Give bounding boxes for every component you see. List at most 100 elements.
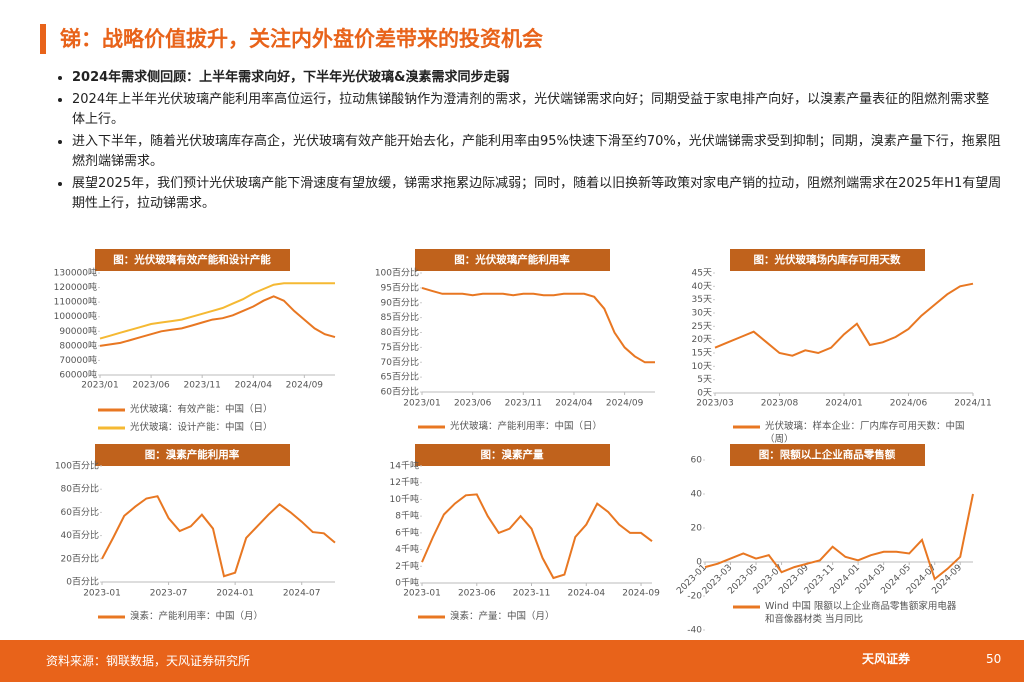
chart: 图：限额以上企业商品零售额-40-2002040602023-012023-03… [675,444,974,636]
legend-box: 溴素：产量：中国（月） [450,611,555,622]
y-tick-label: 6千吨 [395,526,419,538]
x-tick-label: 2023/08 [761,399,799,409]
chart-title: 图：限额以上企业商品零售额 [759,448,896,461]
x-tick-label: 2023-07 [150,589,188,599]
y-tick-label: 100百分比 [55,460,99,472]
y-tick-label: 90百分比 [381,296,419,308]
y-tick-label: 60百分比 [381,386,419,398]
line-series [99,282,335,340]
legend-label: 光伏玻璃：产能利用率：中国（日） [450,421,603,432]
y-tick-label: 65百分比 [381,371,419,383]
y-tick-label: 30天 [692,309,712,319]
y-tick-label: 5天 [697,375,712,385]
legend-box: 溴素：产能利用率：中国（月） [130,611,264,622]
chart-title-box [95,249,290,271]
chart: 图：光伏玻璃产能利用率 60百分比 65百分比 70百分比 75百分比 80百分比 85百分… [375,249,655,432]
chart-title: 图：光伏玻璃产能利用率 [454,253,570,266]
x-tick-label: 2023/03 [696,399,733,409]
y-tick-label: 60000吨 [59,369,97,381]
chart: 图：光伏玻璃有效产能和设计产能 60000吨 70000吨 80000吨 90000吨 1… [54,249,336,433]
x-tick-label: 2023/11 [505,399,542,409]
y-tick-label: 120000吨 [54,281,97,293]
chart: 图：溴素产能利用率 0百分比 20百分比 40百分比 60百分比 80百分比 100百分比 2… [55,444,336,622]
y-tick-label: 15天 [692,349,712,359]
y-tick-label: 40天 [692,282,712,292]
y-tick-label: 8千吨 [395,510,419,522]
x-tick-label: 2024-09 [622,589,660,599]
legend-label: 溴素：产能利用率：中国（月） [130,611,264,622]
slide-title: 锑：战略价值拔升，关注内外盘价差带来的投资机会 [60,27,543,51]
y-tick-label: 70百分比 [381,356,419,368]
line-series [421,493,653,580]
y-tick-label: 85百分比 [381,311,419,323]
title-bar [40,24,46,54]
logo: 天风证券 [862,652,911,666]
legend-box: Wind 中国 限额以上企业商品零售额家用电器和音像器材类 当月同比 [765,601,956,625]
y-tick-label: 60百分比 [61,506,99,518]
x-tick-label: 2023/11 [183,381,220,391]
bullet: 展望2025年，我们预计光伏玻璃产能下滑速度有望放缓，锑需求拖累边际减弱；同时，… [72,174,1002,214]
bullet-list: 2024年需求侧回顾：上半年需求向好，下半年光伏玻璃&溴素需求同步走弱 2024… [50,68,1002,216]
x-tick-label: 2024-01 [216,589,254,599]
x-tick-label: 2023/06 [454,399,492,409]
y-tick-label: 10天 [692,362,712,372]
y-tick-label: 60 [691,456,703,466]
x-tick-label: 2024/11 [954,399,991,409]
x-tick-label: 2024/04 [235,381,273,391]
bullet: 2024年需求侧回顾：上半年需求向好，下半年光伏玻璃&溴素需求同步走弱 [72,68,1002,88]
y-tick-label: 80百分比 [381,326,419,338]
legend-label: 光伏玻璃：样本企业：厂内库存可用天数：中国（周） [765,421,965,445]
page-number: 50 [986,652,1002,666]
legend-box: 光伏玻璃：设计产能：中国（日） [130,422,273,433]
chart-title-box [730,444,925,466]
x-tick-label: 2023-01 [403,589,441,599]
chart-title: 图：光伏玻璃场内库存可用天数 [754,253,901,266]
chart-title: 图：溴素产能利用率 [145,448,240,461]
legend-label: 溴素：产量：中国（月） [450,611,555,622]
line-series [714,282,974,357]
y-tick-label: 10千吨 [390,493,419,505]
bullet: 2024年上半年光伏玻璃产能利用率高位运行，拉动焦锑酸钠作为澄清剂的需求，光伏端… [72,90,1002,130]
source-note: 资料来源：钢联数据，天风证券研究所 [46,654,251,668]
x-tick-label: 2023-11 [513,589,551,599]
x-tick-label: 2023-06 [458,589,496,599]
y-tick-label: 45天 [692,269,712,279]
x-tick-label: 2024/09 [606,399,644,409]
x-tick-label: 2024/09 [286,381,324,391]
footer-band [0,640,1024,682]
x-tick-label: 2024/06 [890,399,928,409]
y-tick-label: 14千吨 [390,460,419,472]
chart-title-box [730,249,925,271]
legend-box: 光伏玻璃：产能利用率：中国（日） [450,421,603,432]
y-tick-label: 100000吨 [54,310,97,322]
y-tick-label: 35天 [692,295,712,305]
y-tick-label: -20 [687,592,702,602]
chart-title-box [95,444,290,466]
legend-box: 光伏玻璃：有效产能：中国（日） [130,404,273,415]
line-series [704,493,974,581]
y-tick-label: 0百分比 [66,576,99,588]
y-tick-label: 0 [696,558,702,568]
y-tick-label: 95百分比 [381,281,419,293]
chart-title: 图：溴素产量 [481,448,544,461]
y-tick-label: 80000吨 [59,339,97,351]
y-tick-label: 40百分比 [61,529,99,541]
bullet: 进入下半年，随着光伏玻璃库存高企，光伏玻璃有效产能开始去化，产能利用率由95%快… [72,132,1002,172]
y-tick-label: 110000吨 [54,296,97,308]
y-tick-label: 75百分比 [381,341,419,353]
x-tick-label: 2024/01 [825,399,862,409]
y-tick-label: 4千吨 [395,543,419,555]
y-tick-label: 20百分比 [61,552,99,564]
x-tick-label: 2023-01 [83,589,121,599]
y-tick-label: 20天 [692,335,712,345]
chart-title-box [415,444,610,466]
legend-label: 光伏玻璃：设计产能：中国（日） [130,422,273,433]
line-series [421,286,655,364]
y-tick-label: 0天 [697,389,712,399]
y-tick-label: 40 [691,490,703,500]
chart: 图：溴素产量 0千吨 2千吨 4千吨 6千吨 8千吨 10千吨 12千吨 14千吨 2023-01… [390,444,660,622]
line-series [99,295,336,347]
y-tick-label: 20 [691,524,703,534]
y-tick-label: 100百分比 [375,267,419,279]
